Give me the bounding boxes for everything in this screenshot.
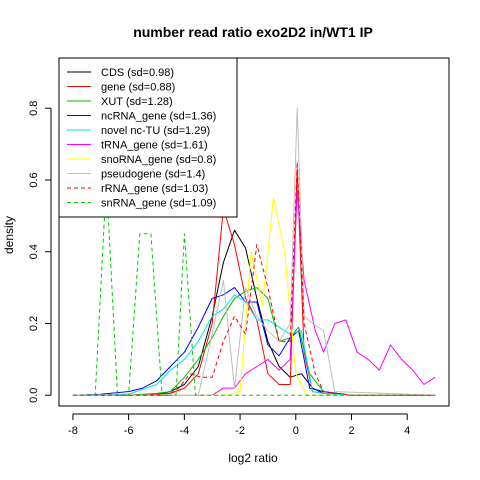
- series-line-3: [72, 287, 436, 396]
- series-line-5: [72, 294, 436, 396]
- series-line-7: [72, 197, 436, 396]
- plot-frame: [58, 57, 450, 407]
- legend-label: XUT (sd=1.28): [101, 96, 173, 108]
- y-tick-label: 0.4: [28, 244, 40, 259]
- y-tick-label: 0.0: [28, 388, 40, 403]
- axes-layer: -8 -6 -4 -2 0 2 4 0.0 0.2 0.4 0.6 0.8: [28, 101, 410, 437]
- x-tick-label: -4: [179, 425, 189, 437]
- y-axis-label: density: [2, 216, 16, 254]
- legend-items: CDS (sd=0.98) gene (sd=0.88) XUT (sd=1.28)…: [67, 67, 216, 210]
- x-tick-label: 4: [404, 425, 410, 437]
- legend-label: rRNA_gene (sd=1.03): [101, 183, 208, 195]
- x-axis-label: log2 ratio: [228, 451, 278, 465]
- legend-label: gene (sd=0.88): [101, 82, 175, 94]
- legend-label: novel nc-TU (sd=1.29): [101, 125, 210, 137]
- series-line-4: [72, 287, 436, 396]
- series-line-9: [72, 161, 436, 396]
- chart-title: number read ratio exo2D2 in/WT1 IP: [133, 24, 373, 40]
- legend-label: tRNA_gene (sd=1.61): [101, 140, 208, 152]
- y-tick-label: 0.8: [28, 101, 40, 116]
- legend-label: ncRNA_gene (sd=1.36): [101, 111, 216, 123]
- x-tick-label: -6: [124, 425, 134, 437]
- legend-label: snoRNA_gene (sd=0.8): [101, 154, 216, 166]
- x-tick-label: 2: [348, 425, 354, 437]
- series-layer: [72, 107, 436, 396]
- y-tick-label: 0.6: [28, 172, 40, 187]
- x-tick-label: -8: [68, 425, 78, 437]
- legend-label: snRNA_gene (sd=1.09): [101, 198, 216, 210]
- y-tick-label: 0.2: [28, 316, 40, 331]
- series-line-8: [72, 107, 436, 396]
- legend-label: CDS (sd=0.98): [101, 67, 174, 79]
- series-line-6: [72, 190, 436, 396]
- x-tick-label: 0: [293, 425, 299, 437]
- legend: CDS (sd=0.98) gene (sd=0.88) XUT (sd=1.28)…: [58, 57, 238, 218]
- series-line-1: [72, 229, 436, 396]
- legend-label: pseudogene (sd=1.4): [101, 169, 205, 181]
- x-tick-label: -2: [235, 425, 245, 437]
- series-line-10: [72, 179, 436, 396]
